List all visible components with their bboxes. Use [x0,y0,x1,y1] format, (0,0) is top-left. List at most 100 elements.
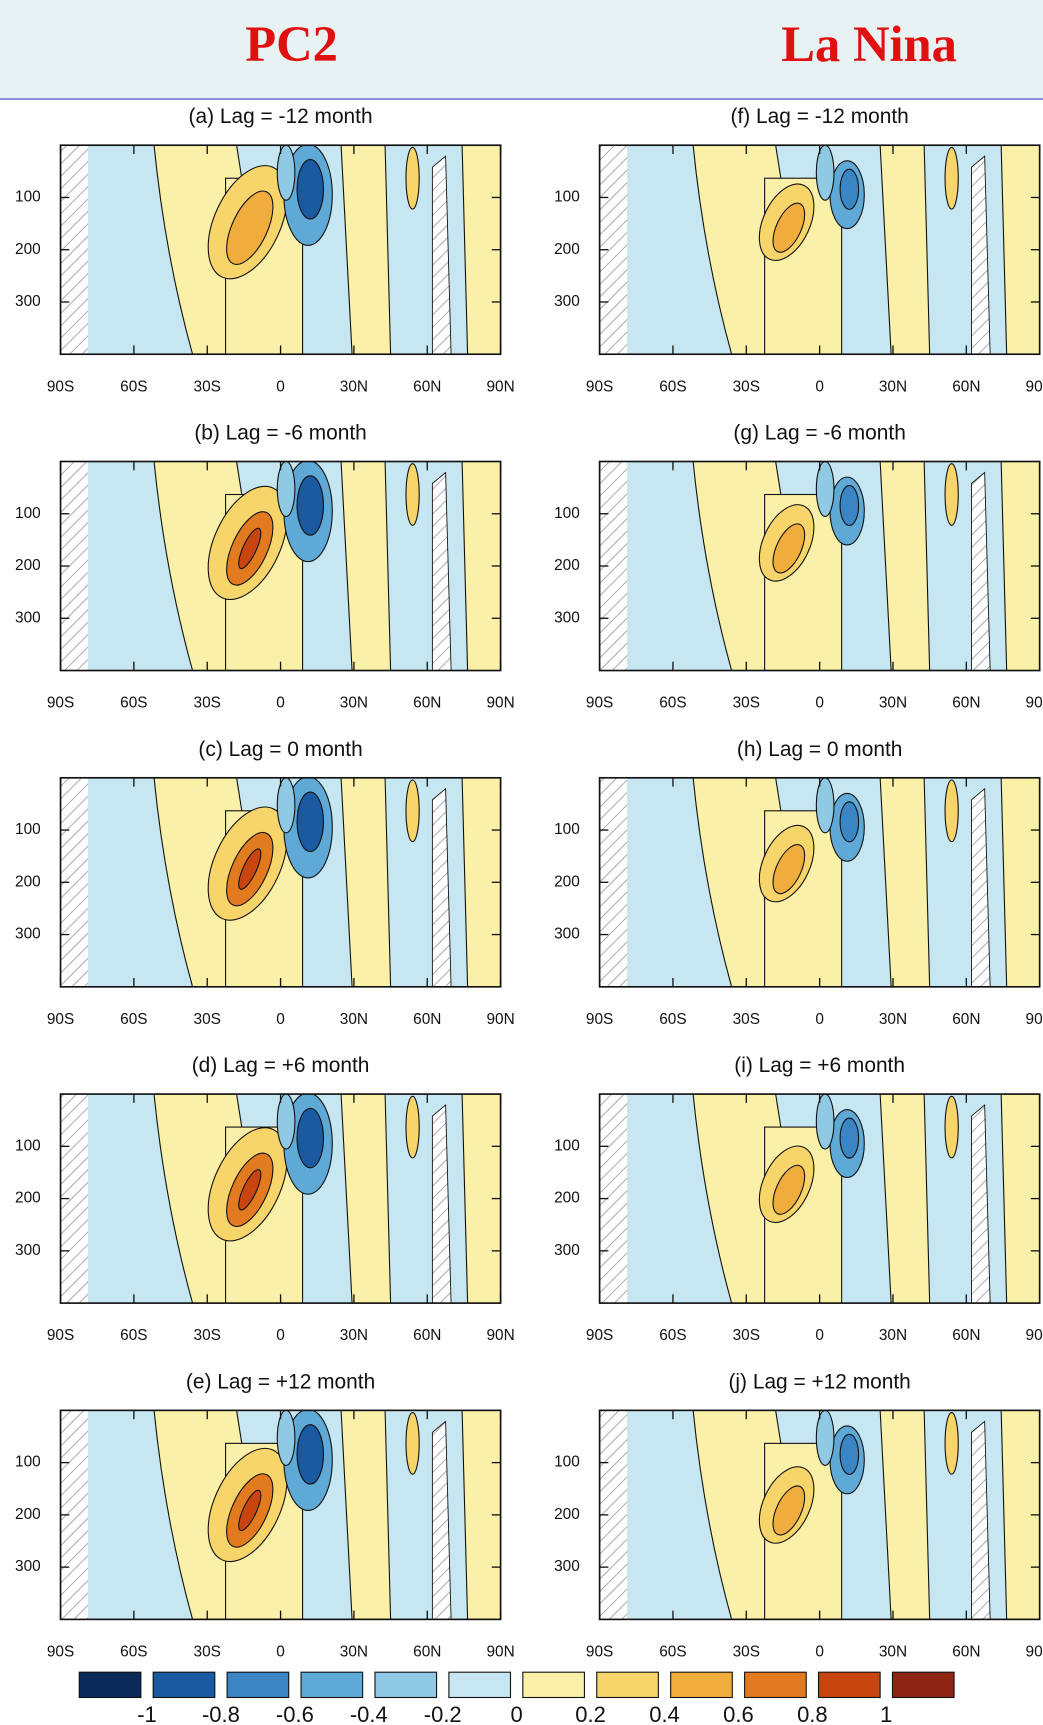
x-tick-label: 30N [340,695,368,712]
colorbar-label: 0.4 [649,1702,680,1725]
contour-region [296,1424,325,1485]
contour-region [879,777,931,987]
right-title: La Nina [781,16,957,72]
missing-region [971,1104,991,1304]
contour-region [296,475,325,536]
y-tick-label: 300 [15,926,41,943]
x-tick-label: 30S [194,1643,221,1660]
x-tick-label: 60N [413,1643,441,1660]
y-tick-label: 300 [554,293,580,310]
x-tick-label: 60N [413,1327,441,1344]
field [599,461,1040,671]
contour-region [1000,777,1040,987]
x-tick-label: 90S [586,378,613,395]
colorbar-label: 0 [511,1702,523,1725]
colorbar-box [448,1671,512,1699]
contour-region [461,1094,501,1304]
x-tick-label: 30N [340,378,368,395]
panel-title: (c) Lag = 0 month [198,738,362,761]
missing-region [431,1104,452,1304]
x-tick-label: 60N [413,378,441,395]
y-tick-label: 300 [15,1242,41,1259]
contour-region [815,1410,835,1466]
panel: (c) Lag = 0 month 90S 60S 30S 0 30N 60N 90N 100 2… [15,738,515,1028]
y-tick-label: 200 [15,1506,41,1523]
colorbar-label: -0.8 [202,1702,240,1725]
x-tick-label: 90S [47,1643,74,1660]
y-tick-label: 100 [554,1454,580,1471]
y-tick-label: 200 [554,1190,580,1207]
contour-region [839,1117,860,1159]
x-tick-label: 60S [659,1327,686,1344]
x-tick-label: 0 [815,1327,824,1344]
contour-region [879,1094,931,1304]
contour-region [226,190,274,265]
colorbar-box [152,1671,216,1699]
x-tick-label: 90N [486,1327,514,1344]
x-tick-label: 90S [586,1011,613,1028]
colorbar-label: -0.2 [424,1702,462,1725]
x-tick-label: 0 [276,1011,285,1028]
contour-region [461,1410,501,1620]
x-tick-label: 90S [586,1643,613,1660]
panel-title: (i) Lag = +6 month [734,1054,905,1077]
y-tick-label: 200 [554,1506,580,1523]
panel: (b) Lag = -6 month 90S 60S 30S 0 30N 60N 90N 100… [15,422,515,712]
x-tick-label: 60N [413,695,441,712]
x-tick-label: 0 [815,378,824,395]
x-tick-label: 60N [952,1643,980,1660]
contour-region [1000,1410,1040,1620]
contour-region [340,461,392,671]
x-tick-label: 30N [879,378,907,395]
y-tick-label: 300 [554,1558,580,1575]
x-tick-label: 30S [194,695,221,712]
x-tick-label: 0 [815,1011,824,1028]
contour-region [944,1095,959,1159]
colorbar-box [300,1671,364,1699]
field [599,145,1040,355]
x-tick-label: 90S [586,1327,613,1344]
panel: (g) Lag = -6 month 90S 60S 30S 0 30N 60N 90N 100… [554,422,1043,712]
contour-region [340,777,392,987]
x-tick-label: 60N [952,695,980,712]
contour-region [879,461,931,671]
y-tick-label: 300 [554,926,580,943]
y-tick-label: 100 [15,1137,41,1154]
panel: (f) Lag = -12 month 90S 60S 30S 0 30N 60N 90N 10… [554,105,1043,395]
x-tick-label: 30N [879,1643,907,1660]
x-tick-label: 90N [486,1011,514,1028]
contour-region [461,777,501,987]
x-tick-label: 60S [659,695,686,712]
contour-region [276,461,296,518]
x-tick-label: 60N [952,378,980,395]
x-tick-label: 0 [276,378,285,395]
y-tick-label: 200 [554,241,580,258]
panel-title: (j) Lag = +12 month [728,1370,910,1393]
contour-region [944,1412,959,1475]
field [60,145,501,355]
x-tick-label: 60N [952,1011,980,1028]
colorbar-label: -0.6 [276,1702,314,1725]
contour-region [815,777,835,834]
missing-region [971,787,991,987]
x-tick-label: 30S [733,1643,760,1660]
x-tick-label: 30N [879,695,907,712]
field [60,1094,501,1304]
colorbar-label: 0.6 [723,1702,754,1725]
missing-region [431,787,452,987]
x-tick-label: 90S [586,695,613,712]
contour-region [944,463,959,526]
header-band [0,0,1043,100]
x-tick-label: 60N [413,1011,441,1028]
colorbar-box [744,1671,807,1699]
contour-region [839,1433,860,1475]
x-tick-label: 0 [276,1643,285,1660]
x-tick-label: 30N [879,1327,907,1344]
x-tick-label: 90N [1026,1327,1043,1344]
field [599,1094,1040,1304]
x-tick-label: 90N [1026,378,1043,395]
contour-region [772,202,806,253]
colorbar-label: 1 [880,1702,892,1725]
field [599,1410,1040,1620]
x-tick-label: 30S [733,695,760,712]
